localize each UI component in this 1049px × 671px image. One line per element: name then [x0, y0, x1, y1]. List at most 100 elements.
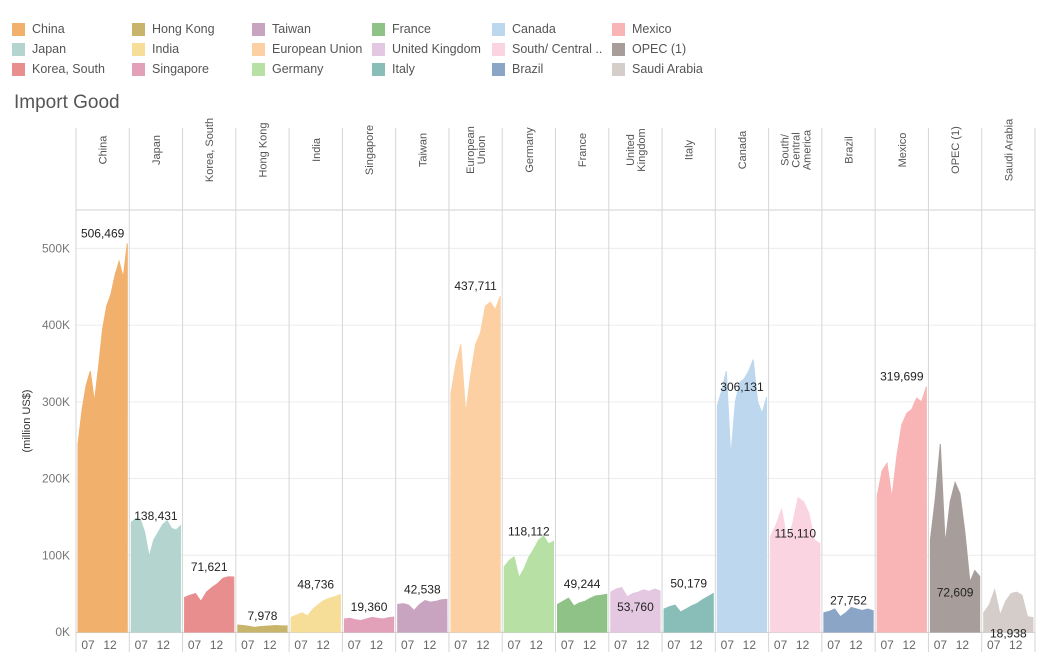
- y-axis-label: (million US$): [21, 390, 33, 453]
- data-label: 118,112: [508, 524, 550, 538]
- data-label: 48,736: [297, 578, 334, 592]
- x-tick-label: 07: [934, 638, 948, 652]
- panel-header: France: [577, 133, 589, 167]
- panel-header: Japan: [151, 135, 163, 165]
- panel-header: Korea, South: [204, 118, 216, 182]
- legend-item[interactable]: China: [12, 20, 65, 38]
- legend-item[interactable]: Brazil: [492, 60, 543, 78]
- panel-header: Taiwan: [417, 133, 429, 167]
- legend-item[interactable]: Canada: [492, 20, 556, 38]
- x-tick-label: 12: [796, 638, 810, 652]
- y-tick-label: 400K: [42, 318, 70, 332]
- panel-brazil: Brazil 27,752 07 12: [821, 128, 874, 652]
- x-tick-label: 07: [508, 638, 522, 652]
- legend-label: Italy: [392, 62, 415, 76]
- data-label: 115,110: [774, 527, 816, 541]
- x-tick-label: 12: [743, 638, 757, 652]
- panel-header: South/CentralAmerica: [779, 129, 813, 170]
- x-tick-label: 07: [987, 638, 1001, 652]
- area-series: [237, 624, 288, 633]
- panel-china: China 506,469 07 12: [75, 128, 128, 652]
- legend-swatch: [12, 22, 25, 36]
- area-series: [663, 592, 714, 633]
- panel-header: Brazil: [844, 136, 856, 164]
- legend-swatch: [372, 42, 385, 56]
- area-series: [450, 296, 501, 633]
- x-tick-label: 12: [636, 638, 650, 652]
- x-tick-label: 07: [667, 638, 681, 652]
- x-tick-label: 07: [774, 638, 788, 652]
- legend-item[interactable]: Mexico: [612, 20, 672, 38]
- area-series: [983, 587, 1034, 633]
- legend-item[interactable]: India: [132, 40, 179, 58]
- legend-swatch: [612, 62, 625, 76]
- x-tick-label: 07: [561, 638, 575, 652]
- area-series: [184, 576, 235, 633]
- x-tick-label: 07: [188, 638, 202, 652]
- area-series: [610, 586, 661, 633]
- area-series: [397, 598, 448, 633]
- legend-item[interactable]: European Union: [252, 40, 362, 58]
- legend-item[interactable]: South/ Central ..: [492, 40, 602, 58]
- legend: China Japan Korea, South Hong Kong India Sing…: [0, 0, 1049, 90]
- legend-item[interactable]: OPEC (1): [612, 40, 686, 58]
- chart-title: Import Good: [14, 92, 120, 113]
- x-tick-label: 12: [157, 638, 171, 652]
- legend-swatch: [12, 62, 25, 76]
- x-tick-label: 12: [423, 638, 437, 652]
- x-tick-label: 12: [476, 638, 490, 652]
- data-label: 42,538: [404, 582, 441, 596]
- area-series: [876, 386, 927, 633]
- panel-header: Saudi Arabia: [1003, 118, 1015, 181]
- panel-header: OPEC (1): [950, 126, 962, 174]
- area-series: [343, 616, 395, 633]
- data-label: 72,609: [937, 585, 974, 599]
- panel-united-kingdom: UnitedKingdom 53,760 07 12: [608, 128, 661, 652]
- legend-label: Korea, South: [32, 62, 105, 76]
- panel-taiwan: Taiwan 42,538 07 12: [395, 128, 448, 652]
- legend-item[interactable]: Saudi Arabia: [612, 60, 703, 78]
- area-series: [716, 359, 768, 633]
- panel-header: Singapore: [364, 125, 376, 175]
- legend-item[interactable]: Singapore: [132, 60, 209, 78]
- legend-item[interactable]: United Kingdom: [372, 40, 481, 58]
- legend-item[interactable]: Germany: [252, 60, 323, 78]
- panel-header: Mexico: [897, 133, 909, 168]
- x-tick-label: 12: [583, 638, 597, 652]
- legend-swatch: [492, 62, 505, 76]
- legend-item[interactable]: Taiwan: [252, 20, 311, 38]
- legend-label: Canada: [512, 22, 556, 36]
- data-label: 27,752: [830, 594, 867, 608]
- x-tick-label: 12: [1009, 638, 1023, 652]
- legend-label: France: [392, 22, 431, 36]
- data-label: 437,711: [454, 279, 497, 293]
- legend-item[interactable]: France: [372, 20, 431, 38]
- data-label: 506,469: [81, 226, 125, 240]
- area-series: [557, 593, 608, 633]
- area-series: [290, 593, 341, 633]
- x-tick-label: 07: [348, 638, 362, 652]
- panel-india: India 48,736 07 12: [288, 128, 341, 652]
- legend-label: South/ Central ..: [512, 42, 603, 56]
- legend-swatch: [492, 22, 505, 36]
- data-label: 306,131: [720, 380, 764, 394]
- panel-european-union: EuropeanUnion 437,711 07 12: [448, 126, 501, 652]
- data-label: 71,621: [191, 560, 228, 574]
- legend-item[interactable]: Hong Kong: [132, 20, 215, 38]
- y-tick-label: 200K: [42, 472, 70, 486]
- legend-item[interactable]: Italy: [372, 60, 415, 78]
- legend-item[interactable]: Korea, South: [12, 60, 105, 78]
- x-tick-label: 12: [210, 638, 224, 652]
- legend-label: China: [32, 22, 65, 36]
- legend-item[interactable]: Japan: [12, 40, 66, 58]
- x-tick-label: 07: [721, 638, 735, 652]
- legend-swatch: [252, 62, 265, 76]
- panel-france: France 49,244 07 12: [555, 128, 608, 652]
- x-tick-label: 07: [241, 638, 255, 652]
- legend-label: Brazil: [512, 62, 544, 76]
- x-tick-label: 12: [370, 638, 384, 652]
- panel-singapore: Singapore 19,360 07 12: [341, 125, 395, 652]
- y-tick-label: 0K: [55, 625, 70, 639]
- panel-korea-south: Korea, South 71,621 07 12: [182, 118, 235, 652]
